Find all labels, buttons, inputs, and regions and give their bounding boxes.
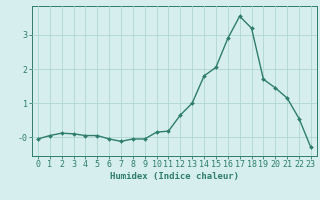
X-axis label: Humidex (Indice chaleur): Humidex (Indice chaleur) xyxy=(110,172,239,181)
